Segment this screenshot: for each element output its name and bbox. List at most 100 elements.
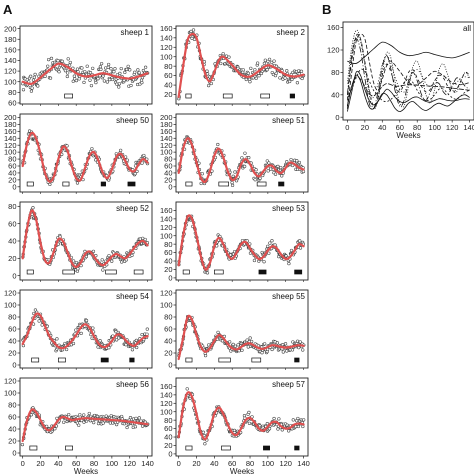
y-tick-label: 80 — [8, 202, 16, 211]
panel-title: all — [463, 24, 471, 33]
data-point — [255, 61, 260, 65]
y-tick-label: 40 — [8, 425, 16, 434]
season-bar — [263, 445, 270, 451]
data-point — [113, 67, 117, 71]
data-point — [295, 159, 299, 163]
x-tick-label: 100 — [106, 459, 119, 468]
y-tick-label: 0 — [335, 113, 339, 122]
data-point — [125, 425, 129, 430]
sheep-panel: 0 20 40 60 80 100 120 sheep 54 — [4, 289, 153, 370]
x-tick-label: 0 — [177, 459, 181, 468]
data-point — [105, 80, 109, 84]
plot-frame — [175, 377, 309, 457]
data-point — [48, 76, 53, 80]
data-point — [64, 347, 69, 352]
data-point — [135, 345, 139, 350]
data-point — [71, 341, 76, 346]
data-point — [267, 427, 272, 431]
data-point — [301, 348, 305, 352]
plot-frame — [175, 201, 309, 281]
data-point — [192, 37, 197, 41]
data-point — [36, 84, 40, 88]
data-point — [298, 246, 303, 250]
y-tick-label: 40 — [164, 433, 172, 442]
season-bar — [294, 445, 300, 451]
y-tick-label: 40 — [331, 90, 339, 99]
y-tick-label: 120 — [160, 223, 173, 232]
season-bar — [294, 269, 303, 275]
season-bar — [221, 445, 231, 451]
season-bar — [58, 357, 66, 363]
series-line-10 — [346, 34, 470, 99]
data-point — [82, 413, 86, 417]
data-point — [123, 70, 127, 75]
season-bar — [185, 445, 193, 451]
data-point — [285, 160, 289, 164]
data-point — [80, 66, 84, 70]
data-point — [75, 181, 80, 185]
y-tick-label: 160 — [4, 45, 17, 54]
season-bar — [185, 357, 193, 363]
fit-curve — [177, 32, 305, 99]
data-point — [216, 142, 220, 147]
data-point — [254, 168, 258, 172]
y-tick-label: 60 — [164, 71, 172, 80]
scatter-points — [20, 406, 150, 447]
series-group — [346, 29, 470, 113]
data-point — [60, 59, 64, 63]
data-point — [57, 70, 61, 74]
season-bar — [222, 93, 233, 99]
fit-curve — [21, 209, 149, 269]
x-tick-label: 120 — [279, 459, 292, 468]
data-point — [289, 157, 293, 162]
y-tick-label: 80 — [8, 313, 16, 322]
sheep-panel: 0 20 40 60 80 100 120 0 20 40 60 80 100 120 140 Weeks sh… — [4, 377, 154, 474]
data-point — [75, 67, 80, 71]
fit-curve — [177, 137, 305, 184]
y-tick-label: 0 — [12, 182, 16, 191]
data-point — [258, 424, 262, 428]
data-point — [203, 442, 207, 446]
data-point — [143, 65, 148, 69]
data-point — [46, 57, 51, 62]
data-point — [287, 429, 291, 433]
data-point — [66, 71, 70, 75]
data-point — [299, 69, 304, 73]
data-point — [145, 327, 149, 331]
panel-title: sheep 55 — [272, 292, 305, 301]
data-point — [241, 68, 245, 72]
data-point — [55, 337, 59, 341]
data-point — [283, 76, 287, 80]
y-tick-label: 40 — [8, 237, 16, 246]
data-point — [74, 260, 79, 265]
series-line-6 — [346, 33, 470, 107]
data-point — [262, 260, 266, 264]
data-point — [296, 416, 300, 421]
y-tick-label: 20 — [164, 265, 172, 274]
data-point — [98, 65, 103, 69]
season-bar — [133, 269, 144, 275]
series-line-9 — [346, 76, 470, 107]
x-tick-label: 80 — [246, 459, 254, 468]
data-point — [267, 57, 272, 61]
season-bar — [185, 93, 192, 99]
data-point — [301, 424, 305, 429]
data-point — [252, 258, 257, 263]
y-tick-label: 60 — [164, 325, 172, 334]
series-line-8 — [346, 70, 470, 112]
data-point — [79, 331, 83, 336]
fit-curve — [21, 408, 149, 443]
data-point — [298, 340, 302, 344]
season-bar — [256, 181, 267, 187]
data-point — [110, 259, 114, 263]
data-point — [270, 347, 274, 352]
y-tick-label: 20 — [8, 349, 16, 358]
data-point — [278, 76, 282, 80]
y-tick-label: 160 — [4, 127, 17, 136]
data-point — [74, 78, 79, 83]
data-point — [118, 71, 122, 76]
season-bar — [258, 269, 267, 275]
x-tick-label: 20 — [361, 123, 369, 132]
y-tick-label: 60 — [8, 99, 16, 108]
